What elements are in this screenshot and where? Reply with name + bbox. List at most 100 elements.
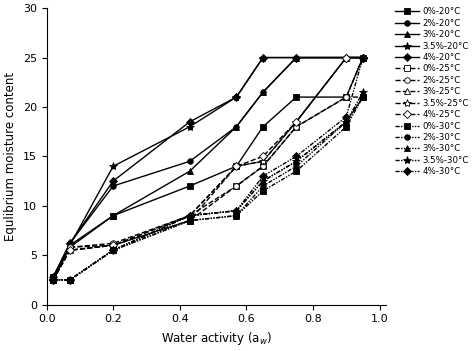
Line: 3.5%-30°C: 3.5%-30°C — [49, 88, 367, 284]
0%-25°C — [187, 218, 192, 223]
3%-25°C — [293, 120, 299, 124]
0%-30°C — [234, 213, 239, 218]
2%-20°C — [50, 275, 56, 279]
3.5%-30°C — [343, 120, 349, 124]
2%-20°C — [293, 55, 299, 60]
0%-20°C — [187, 184, 192, 188]
0%-30°C — [360, 95, 366, 99]
3%-20°C — [343, 55, 349, 60]
2%-20°C — [360, 55, 366, 60]
3.5%-25°C — [110, 243, 116, 247]
4%-30°C — [293, 154, 299, 158]
3.5%-20°C — [234, 95, 239, 99]
3%-30°C — [360, 95, 366, 99]
0%-25°C — [67, 245, 73, 249]
3%-30°C — [50, 278, 56, 282]
4%-25°C — [50, 278, 56, 282]
0%-20°C — [360, 55, 366, 60]
4%-30°C — [50, 278, 56, 282]
Line: 3.5%-20°C: 3.5%-20°C — [49, 53, 367, 284]
4%-30°C — [360, 55, 366, 60]
2%-20°C — [187, 159, 192, 164]
0%-25°C — [343, 95, 349, 99]
0%-25°C — [260, 164, 266, 168]
4%-30°C — [187, 213, 192, 218]
4%-25°C — [110, 243, 116, 247]
3%-20°C — [67, 245, 73, 249]
0%-20°C — [293, 95, 299, 99]
3%-30°C — [260, 179, 266, 183]
3.5%-20°C — [187, 125, 192, 129]
3%-30°C — [187, 213, 192, 218]
0%-30°C — [260, 189, 266, 193]
2%-30°C — [260, 184, 266, 188]
3%-25°C — [187, 218, 192, 223]
4%-30°C — [343, 115, 349, 119]
4%-20°C — [67, 241, 73, 245]
3.5%-20°C — [260, 55, 266, 60]
3.5%-30°C — [360, 90, 366, 94]
Line: 4%-30°C: 4%-30°C — [50, 55, 365, 283]
Line: 4%-20°C: 4%-20°C — [50, 55, 365, 280]
3%-20°C — [187, 169, 192, 173]
2%-20°C — [110, 184, 116, 188]
2%-30°C — [293, 164, 299, 168]
0%-25°C — [50, 278, 56, 282]
3.5%-30°C — [110, 248, 116, 252]
2%-30°C — [234, 213, 239, 218]
4%-20°C — [187, 120, 192, 124]
4%-20°C — [360, 55, 366, 60]
Line: 3%-25°C: 3%-25°C — [50, 55, 365, 283]
4%-20°C — [110, 179, 116, 183]
3.5%-25°C — [50, 278, 56, 282]
3%-30°C — [343, 120, 349, 124]
2%-20°C — [343, 55, 349, 60]
2%-30°C — [360, 95, 366, 99]
Line: 3.5%-25°C: 3.5%-25°C — [49, 53, 367, 284]
0%-30°C — [187, 218, 192, 223]
3%-20°C — [260, 90, 266, 94]
4%-25°C — [343, 55, 349, 60]
2%-30°C — [67, 278, 73, 282]
3.5%-20°C — [50, 278, 56, 282]
Legend: 0%-20°C, 2%-20°C, 3%-20°C, 3.5%-20°C, 4%-20°C, 0%-25°C, 2%-25°C, 3%-25°C, 3.5%-2: 0%-20°C, 2%-20°C, 3%-20°C, 3.5%-20°C, 4%… — [394, 7, 470, 177]
3%-25°C — [234, 164, 239, 168]
3.5%-30°C — [234, 208, 239, 213]
0%-20°C — [260, 125, 266, 129]
4%-30°C — [260, 174, 266, 178]
2%-25°C — [360, 55, 366, 60]
4%-25°C — [67, 248, 73, 252]
3%-30°C — [293, 159, 299, 164]
4%-30°C — [67, 278, 73, 282]
0%-20°C — [343, 95, 349, 99]
3%-25°C — [50, 278, 56, 282]
3%-30°C — [234, 208, 239, 213]
4%-20°C — [343, 55, 349, 60]
2%-25°C — [234, 184, 239, 188]
3%-20°C — [110, 213, 116, 218]
0%-20°C — [234, 164, 239, 168]
3.5%-25°C — [187, 213, 192, 218]
2%-25°C — [110, 241, 116, 245]
3.5%-20°C — [293, 55, 299, 60]
0%-30°C — [50, 278, 56, 282]
2%-30°C — [343, 120, 349, 124]
0%-25°C — [234, 184, 239, 188]
0%-20°C — [50, 275, 56, 279]
0%-30°C — [110, 248, 116, 252]
0%-20°C — [110, 213, 116, 218]
3%-20°C — [293, 55, 299, 60]
4%-20°C — [260, 55, 266, 60]
3.5%-25°C — [234, 164, 239, 168]
4%-25°C — [293, 120, 299, 124]
Line: 0%-25°C: 0%-25°C — [50, 94, 365, 283]
3.5%-25°C — [293, 120, 299, 124]
3%-20°C — [360, 55, 366, 60]
Line: 0%-20°C: 0%-20°C — [50, 55, 365, 280]
0%-25°C — [360, 95, 366, 99]
4%-25°C — [260, 154, 266, 158]
3.5%-20°C — [110, 164, 116, 168]
2%-25°C — [50, 278, 56, 282]
3%-20°C — [234, 125, 239, 129]
4%-20°C — [234, 95, 239, 99]
